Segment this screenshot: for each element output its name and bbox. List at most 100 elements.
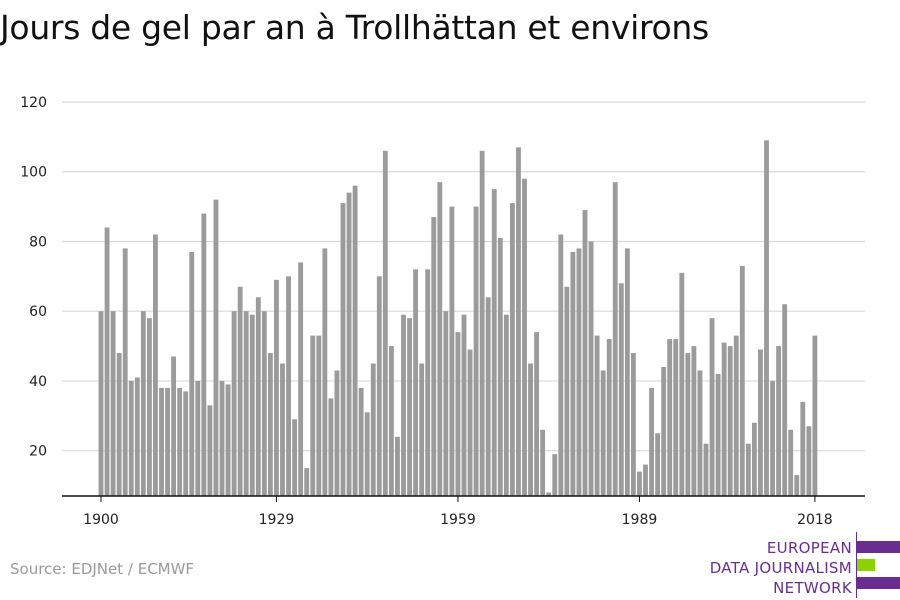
y-tick-label: 100 — [20, 165, 47, 181]
bar-1922 — [231, 311, 237, 496]
bar-1949 — [395, 436, 400, 496]
bar-1905 — [128, 380, 134, 496]
bar-1959 — [455, 332, 461, 496]
bar-1984 — [606, 339, 612, 496]
bar-1938 — [328, 398, 334, 496]
logo-line-1: EUROPEAN — [766, 539, 852, 557]
bar-1952 — [413, 269, 419, 496]
bar-1998 — [691, 346, 697, 496]
bar-1906 — [134, 377, 140, 496]
bar-1914 — [183, 391, 189, 496]
bar-1945 — [370, 363, 376, 496]
bar-1919 — [213, 199, 219, 496]
bar-1985 — [612, 182, 618, 496]
bar-2009 — [758, 349, 763, 496]
bar-1989 — [637, 471, 642, 496]
bar-1934 — [304, 468, 310, 496]
bar-1944 — [364, 412, 370, 496]
bar-1902 — [110, 311, 116, 496]
bar-2011 — [770, 380, 775, 496]
bar-1915 — [189, 251, 195, 496]
bar-1933 — [298, 262, 304, 496]
bar-1987 — [624, 248, 630, 496]
y-tick-label: 120 — [20, 95, 47, 111]
bar-1958 — [449, 206, 455, 496]
x-tick-label: 1929 — [259, 512, 295, 528]
bar-1964 — [485, 297, 491, 496]
bar-1918 — [207, 405, 213, 496]
bar-1926 — [255, 297, 261, 496]
bar-1951 — [407, 318, 412, 496]
x-tick-label: 1959 — [440, 512, 476, 528]
bar-1943 — [358, 387, 364, 496]
bar-1992 — [655, 433, 661, 496]
bar-1973 — [540, 429, 546, 496]
logo-text: EUROPEAN DATA JOURNALISM NETWORK — [710, 538, 852, 598]
bar-2007 — [745, 443, 751, 496]
bar-2004 — [727, 346, 733, 496]
bar-2006 — [739, 265, 745, 496]
bar-1981 — [588, 241, 594, 496]
bar-1946 — [376, 276, 382, 496]
source-note: Source: EDJNet / ECMWF — [10, 560, 195, 578]
bars — [98, 140, 818, 497]
logo-line-2: DATA JOURNALISM — [709, 559, 852, 577]
bar-1908 — [146, 318, 152, 496]
bar-1910 — [159, 387, 164, 496]
bar-1927 — [261, 311, 267, 496]
bar-1901 — [104, 227, 110, 496]
frost-days-bar-chart: 20 40 60 80 100 120 1900 1929 1959 1989 2018 — [20, 95, 865, 528]
logo-line-3: NETWORK — [773, 579, 852, 597]
bar-1940 — [340, 203, 346, 496]
bar-1954 — [425, 269, 431, 496]
y-tick-label: 20 — [29, 444, 47, 460]
bar-1909 — [153, 234, 158, 496]
bar-1995 — [673, 339, 679, 496]
bar-1937 — [322, 248, 328, 496]
x-tick-label: 1900 — [83, 512, 119, 528]
bar-1975 — [552, 454, 558, 496]
bar-1963 — [479, 150, 485, 496]
bar-1971 — [528, 363, 533, 496]
bar-1993 — [661, 366, 667, 496]
bar-1961 — [467, 349, 473, 496]
bar-1960 — [461, 314, 467, 496]
bar-1980 — [582, 210, 588, 496]
bar-1953 — [419, 363, 425, 496]
bar-1957 — [443, 311, 449, 496]
bar-1976 — [558, 234, 564, 496]
bar-1955 — [431, 217, 437, 496]
bar-1930 — [280, 363, 285, 496]
bar-1900 — [98, 311, 104, 496]
bar-2005 — [733, 335, 739, 496]
bar-1921 — [225, 384, 231, 496]
bar-1968 — [509, 203, 515, 496]
logo-bar-purple-top — [857, 541, 900, 553]
bar-1979 — [576, 248, 582, 496]
bar-1962 — [473, 206, 479, 496]
chart-title: Jours de gel par an à Trollhättan et env… — [0, 8, 709, 47]
bar-1948 — [388, 346, 394, 496]
bar-2001 — [709, 318, 715, 496]
logo-bar-purple-bottom — [857, 577, 900, 589]
bar-1966 — [497, 237, 503, 497]
bar-1913 — [177, 387, 183, 496]
bar-1907 — [140, 311, 146, 496]
bar-1912 — [171, 356, 177, 496]
bar-1965 — [491, 189, 497, 497]
bar-2017 — [806, 426, 812, 496]
y-axis-ticks: 20 40 60 80 100 120 — [20, 95, 47, 460]
bar-2016 — [800, 401, 806, 496]
bar-1932 — [292, 419, 298, 496]
bar-1935 — [310, 335, 316, 496]
bar-1924 — [243, 311, 249, 496]
bar-1977 — [564, 286, 570, 496]
bar-1917 — [201, 213, 207, 496]
bar-1999 — [697, 370, 703, 496]
logo-bar-green — [857, 559, 875, 571]
bar-1994 — [667, 339, 673, 496]
bar-1950 — [401, 314, 406, 496]
bar-1928 — [267, 353, 273, 496]
bar-1997 — [685, 353, 691, 496]
bar-1956 — [437, 182, 443, 496]
